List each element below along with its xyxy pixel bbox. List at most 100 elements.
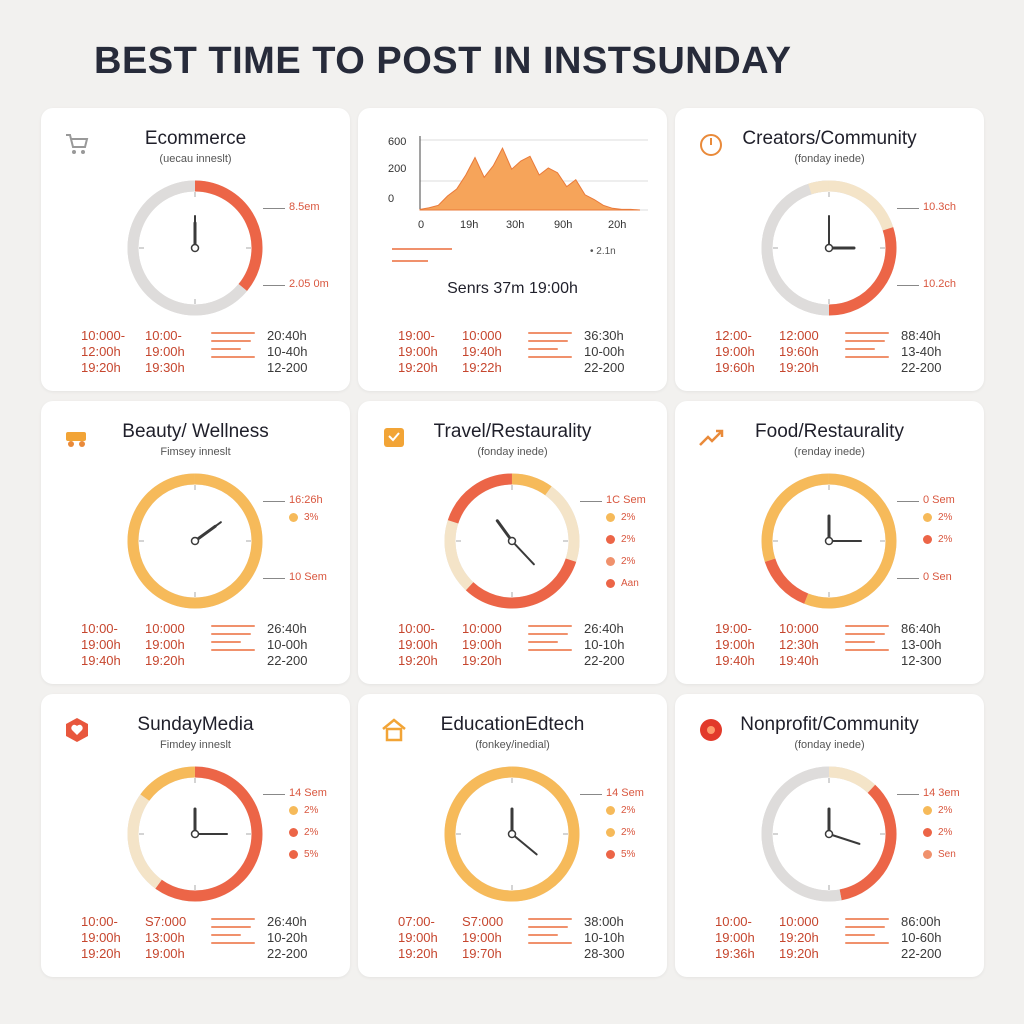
callout-leader bbox=[897, 794, 919, 795]
table-cell: 19:20h bbox=[145, 653, 185, 668]
time-table: 12:00- 19:00h 19:60h 12:000 19:60h 19:20h 88:4… bbox=[715, 328, 955, 378]
legend-dot bbox=[923, 850, 932, 859]
callout-label: 10.2ch bbox=[923, 278, 957, 290]
time-table: 19:00- 19:00h 19:20h 10:000 19:40h 19:22h 36:3… bbox=[398, 328, 638, 378]
table-cell: 19:20h bbox=[779, 946, 819, 961]
dial-segment bbox=[444, 766, 580, 902]
legend-label: 5% bbox=[621, 849, 636, 860]
legend-dot bbox=[923, 828, 932, 837]
table-cell: 19:00h bbox=[81, 637, 121, 652]
heart-badge-icon bbox=[63, 716, 91, 744]
table-bar bbox=[845, 356, 889, 358]
shopping-cart-icon bbox=[63, 130, 91, 158]
cart-wagon-icon bbox=[63, 423, 91, 451]
table-bar bbox=[528, 348, 558, 350]
table-col-end: 10:000 19:00h 19:20h bbox=[145, 621, 185, 669]
table-bar bbox=[845, 633, 885, 635]
table-col-start: 19:00- 19:00h 19:20h bbox=[398, 328, 438, 376]
legend-item: 2% bbox=[606, 556, 635, 567]
table-col-end: 10:00- 19:00h 19:30h bbox=[145, 328, 185, 376]
table-bar bbox=[528, 926, 568, 928]
table-cell: 19:00h bbox=[715, 930, 755, 945]
flower-icon bbox=[697, 716, 725, 744]
table-cell: 13-00h bbox=[901, 637, 942, 652]
table-cell: 10-00h bbox=[267, 637, 308, 652]
legend-label: 2% bbox=[304, 827, 319, 838]
time-table: 10:000- 12:00h 19:20h 10:00- 19:00h 19:30h 20:… bbox=[81, 328, 321, 378]
table-col-end: S7:000 19:00h 19:70h bbox=[462, 914, 503, 962]
table-cell: S7:000 bbox=[462, 914, 504, 929]
legend-item: 5% bbox=[606, 849, 635, 860]
table-bar bbox=[211, 633, 251, 635]
table-cell: 19:00h bbox=[715, 344, 755, 359]
table-cell: 19:36h bbox=[715, 946, 755, 961]
table-cell: 19:00h bbox=[715, 637, 755, 652]
table-bar bbox=[211, 625, 255, 627]
table-bar bbox=[845, 625, 889, 627]
legend-item: 2% bbox=[923, 534, 952, 545]
page-title: BEST TIME TO POST IN INSTSUNDAY bbox=[94, 40, 792, 82]
x-tick-label: 30h bbox=[506, 219, 525, 231]
clock-dial bbox=[761, 766, 897, 902]
table-cell: 10-00h bbox=[584, 344, 625, 359]
table-bar bbox=[528, 332, 572, 334]
table-cell: 10:000 bbox=[145, 621, 185, 636]
table-col-start: 07:00- 19:00h 19:20h bbox=[398, 914, 438, 962]
timer-icon bbox=[697, 130, 725, 158]
table-bar bbox=[211, 934, 241, 936]
callout-label: 0 Sen bbox=[923, 571, 952, 583]
table-bar bbox=[211, 340, 251, 342]
table-col-end: 10:000 12:30h 19:40h bbox=[779, 621, 819, 669]
card-6: SundayMedia Fimdey inneslt 14 Sem 2% 2% 5% 10:… bbox=[41, 694, 350, 977]
chart-svg bbox=[419, 136, 648, 211]
table-cell: 19:20h bbox=[462, 653, 502, 668]
table-col-end: 10:000 19:00h 19:20h bbox=[462, 621, 502, 669]
callout-leader bbox=[897, 501, 919, 502]
dial-segment bbox=[511, 473, 552, 496]
table-cell: 19:40h bbox=[462, 344, 502, 359]
x-tick-label: 0 bbox=[418, 219, 425, 231]
table-col-end: 10:000 19:20h 19:20h bbox=[779, 914, 819, 962]
legend-dot bbox=[289, 513, 298, 522]
legend-label: 2% bbox=[938, 534, 953, 545]
table-cell: 88:40h bbox=[901, 328, 941, 343]
legend-dot bbox=[606, 579, 615, 588]
table-cell: 19:60h bbox=[779, 344, 819, 359]
table-cell: 10:00- bbox=[398, 621, 435, 636]
area-series bbox=[419, 147, 641, 211]
legend-dot bbox=[289, 828, 298, 837]
table-cell: 12-300 bbox=[901, 653, 942, 668]
table-bar bbox=[528, 641, 558, 643]
legend-item: 2% bbox=[923, 827, 952, 838]
callout-leader bbox=[580, 794, 602, 795]
table-bars bbox=[528, 332, 572, 364]
house-icon bbox=[380, 716, 408, 744]
card-title: Nonprofit/Community bbox=[740, 714, 919, 735]
callout-leader bbox=[263, 794, 285, 795]
callout-label: 14 3em bbox=[923, 787, 960, 799]
legend-label: Aan bbox=[621, 578, 639, 589]
time-table: 10:00- 19:00h 19:36h 10:000 19:20h 19:20h 86:0… bbox=[715, 914, 955, 964]
clock-hand bbox=[511, 833, 538, 856]
legend-dot bbox=[289, 806, 298, 815]
card-title: Ecommerce bbox=[144, 128, 247, 149]
card-subtitle: (fonday inede) bbox=[794, 153, 865, 165]
legend-line bbox=[392, 248, 452, 250]
table-cell: 19:00h bbox=[145, 344, 185, 359]
dial-segment bbox=[127, 180, 248, 316]
callout-label: 1C Sem bbox=[606, 494, 646, 506]
table-bar bbox=[528, 942, 572, 944]
clock-hand bbox=[511, 540, 535, 566]
table-col-start: 19:00- 19:00h 19:40h bbox=[715, 621, 755, 669]
card-3: Beauty/ Wellness Fimsey inneslt 16:26h 10 S… bbox=[41, 401, 350, 684]
table-cell: 19:30h bbox=[145, 360, 185, 375]
table-cell: 12-200 bbox=[267, 360, 308, 375]
dial-segment bbox=[140, 766, 196, 801]
legend-item: 2% bbox=[606, 827, 635, 838]
table-cell: 22-200 bbox=[901, 946, 942, 961]
table-cell: 36:30h bbox=[584, 328, 624, 343]
table-cell: 10:000 bbox=[779, 914, 819, 929]
clock-dial bbox=[444, 473, 580, 609]
card-4: Travel/Restaurality (fonday inede) 1C Sem 2… bbox=[358, 401, 667, 684]
table-cell: 10:00- bbox=[715, 914, 752, 929]
